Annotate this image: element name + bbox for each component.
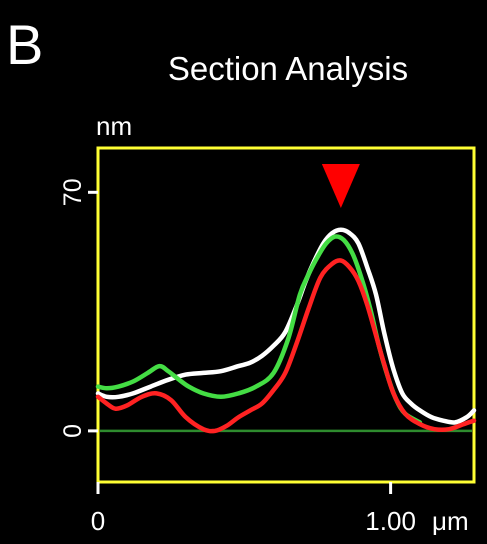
panel-label: B [6, 13, 43, 76]
cursor-marker-icon [321, 164, 360, 208]
y-tick-label-1: 70 [59, 178, 87, 206]
y-axis-unit-label: nm [96, 111, 132, 141]
x-tick-label-1: 1.00 [365, 506, 416, 536]
chart-title: Section Analysis [168, 50, 408, 87]
x-axis-unit-label: μm [432, 506, 469, 536]
axis-ticks: 0 70 0 1.00 [59, 178, 416, 536]
plot-frame [96, 146, 476, 484]
profile-lines [95, 227, 477, 434]
profile-line-3 [95, 258, 477, 434]
y-tick-label-0: 0 [59, 424, 87, 438]
x-tick-label-0: 0 [91, 506, 105, 536]
